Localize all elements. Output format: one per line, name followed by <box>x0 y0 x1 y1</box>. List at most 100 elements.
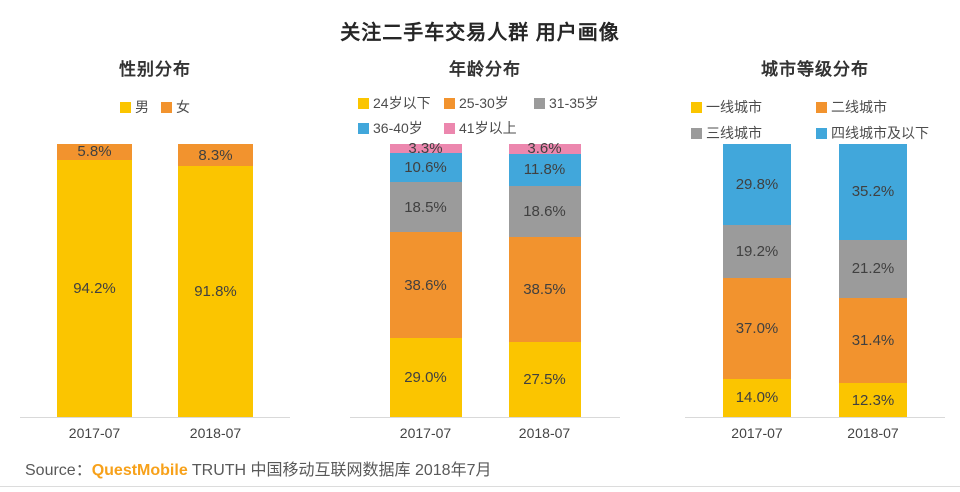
bar-stack: 3.6% 11.8% 18.6% 38.5% 27.5% <box>508 140 581 417</box>
legend-item-41岁以上: 41岁以上 <box>444 118 534 138</box>
x-axis-label: 2017-07 <box>731 425 783 441</box>
plot-area-city: 29.8% 19.2% 37.0% 14.0% 2017-07 35.2% 21.2% 31.… <box>685 143 945 441</box>
legend-label: 男 <box>135 99 149 115</box>
source-label: Source： <box>25 462 92 479</box>
plot-area-age: 3.3% 10.6% 18.5% 38.6% 29.0% 2017-07 3.6% 11.8%… <box>350 140 620 441</box>
bar-segment-label: 18.5% <box>404 198 447 216</box>
chart-panel-age: 年龄分布 24岁以下 25-30岁 31-35岁 36-40岁 41岁以上 3.3% 10… <box>350 55 620 455</box>
bar-segment-41岁以上: 3.3% <box>389 140 462 158</box>
bar-segment-36-40岁: 10.6% <box>389 153 462 182</box>
legend-swatch-icon <box>691 127 702 139</box>
x-axis-label: 2018-07 <box>189 425 242 441</box>
bar-segment-男: 91.8% <box>178 166 253 417</box>
legend-label: 24岁以下 <box>373 95 431 111</box>
legend-swatch-icon <box>816 127 827 139</box>
bar-segment-label: 27.5% <box>523 370 566 388</box>
legend-label: 36-40岁 <box>373 120 423 136</box>
legend-item-24岁以下: 24岁以下 <box>358 93 444 113</box>
bar-column-2018-07: 8.3% 91.8% 2018-07 <box>178 143 253 441</box>
legend-item-一线城市: 一线城市 <box>691 97 816 117</box>
bar-segment-label: 29.8% <box>735 176 779 194</box>
chart-panel-gender: 性别分布 男女 5.8% 94.2% 2017-07 8.3% 91.8% 2018-07 <box>20 55 290 455</box>
legend-label: 女 <box>176 99 190 115</box>
legend-item-女: 女 <box>161 97 190 117</box>
bar-segment-label: 35.2% <box>851 183 895 201</box>
bar-stack: 35.2% 21.2% 31.4% 12.3% <box>839 143 907 417</box>
bar-segment-label: 37.0% <box>735 319 779 337</box>
legend-city: 一线城市 二线城市三线城市 四线城市及以下 <box>685 97 945 143</box>
legend-label: 25-30岁 <box>459 95 509 111</box>
legend-item-三线城市: 三线城市 <box>691 123 816 143</box>
legend-swatch-icon <box>444 122 455 134</box>
bar-column-2018-07: 35.2% 21.2% 31.4% 12.3% 2018-07 <box>839 143 907 441</box>
bar-segment-label: 11.8% <box>523 161 566 179</box>
legend-swatch-icon <box>161 101 172 113</box>
chart-title-age: 年龄分布 <box>449 60 521 79</box>
bar-segment-三线城市: 21.2% <box>839 239 907 298</box>
chart-title-city: 城市等级分布 <box>761 60 869 79</box>
legend-item-四线城市及以下: 四线城市及以下 <box>816 123 946 143</box>
bar-segment-二线城市: 37.0% <box>723 277 791 379</box>
bar-segment-label: 3.6% <box>527 140 562 158</box>
bar-segment-label: 8.3% <box>198 146 233 164</box>
bar-segment-label: 21.2% <box>851 260 895 278</box>
x-axis-label: 2017-07 <box>399 425 452 441</box>
bar-segment-25-30岁: 38.5% <box>508 236 581 342</box>
bar-segment-31-35岁: 18.5% <box>389 181 462 233</box>
bar-segment-label: 38.6% <box>404 276 447 294</box>
bar-segment-label: 3.3% <box>408 140 443 158</box>
bar-column-2018-07: 3.6% 11.8% 18.6% 38.5% 27.5% 2018-07 <box>508 140 581 441</box>
legend-item-25-30岁: 25-30岁 <box>444 93 534 113</box>
source-brand: QuestMobile <box>91 462 188 479</box>
bottom-divider <box>0 486 960 487</box>
bar-segment-一线城市: 12.3% <box>839 383 907 417</box>
bar-segment-label: 31.4% <box>851 332 895 350</box>
plot-area-gender: 5.8% 94.2% 2017-07 8.3% 91.8% 2018-07 <box>20 143 290 441</box>
bar-segment-女: 8.3% <box>178 143 253 167</box>
legend-swatch-icon <box>816 101 827 113</box>
bar-segment-label: 94.2% <box>73 279 116 297</box>
legend-swatch-icon <box>120 101 131 113</box>
bar-segment-36-40岁: 11.8% <box>508 153 581 187</box>
bar-segment-25-30岁: 38.6% <box>389 232 462 338</box>
legend-item-男: 男 <box>120 97 149 117</box>
bar-segment-label: 5.8% <box>77 143 112 161</box>
bar-segment-一线城市: 14.0% <box>723 378 791 417</box>
bar-segment-三线城市: 19.2% <box>723 225 791 278</box>
legend-age: 24岁以下 25-30岁 31-35岁 36-40岁 41岁以上 <box>350 93 620 138</box>
bar-segment-二线城市: 31.4% <box>839 297 907 384</box>
bar-column-2017-07: 29.8% 19.2% 37.0% 14.0% 2017-07 <box>723 144 791 441</box>
bar-column-2017-07: 5.8% 94.2% 2017-07 <box>57 144 132 441</box>
legend-item-31-35岁: 31-35岁 <box>534 93 618 113</box>
legend-label: 二线城市 <box>831 99 887 115</box>
legend-label: 三线城市 <box>706 125 762 141</box>
legend-swatch-icon <box>358 97 369 109</box>
x-axis-label: 2018-07 <box>518 425 571 441</box>
legend-label: 41岁以上 <box>459 120 517 136</box>
source-line: Source：QuestMobile TRUTH 中国移动互联网数据库 2018… <box>25 456 491 480</box>
legend-item-二线城市: 二线城市 <box>816 97 946 117</box>
chart-panel-city: 城市等级分布 一线城市 二线城市三线城市 四线城市及以下 29.8% 19.2% 37.… <box>685 55 945 455</box>
bar-segment-四线城市及以下: 29.8% <box>723 144 791 226</box>
legend-item-36-40岁: 36-40岁 <box>358 118 444 138</box>
bar-segment-label: 38.5% <box>523 280 566 298</box>
legend-swatch-icon <box>444 97 455 109</box>
x-axis-label: 2017-07 <box>68 425 121 441</box>
legend-swatch-icon <box>691 101 702 113</box>
chart-title-gender: 性别分布 <box>119 60 191 79</box>
bar-segment-label: 91.8% <box>194 283 237 301</box>
bar-segment-label: 12.3% <box>851 391 895 409</box>
bar-stack: 29.8% 19.2% 37.0% 14.0% <box>723 144 791 417</box>
bar-segment-女: 5.8% <box>57 144 132 160</box>
bar-segment-label: 14.0% <box>735 389 779 407</box>
bar-segment-四线城市及以下: 35.2% <box>839 143 907 240</box>
legend-gender: 男女 <box>20 97 290 117</box>
bar-segment-男: 94.2% <box>57 159 132 417</box>
bar-segment-label: 10.6% <box>404 158 447 176</box>
bar-segment-label: 18.6% <box>523 202 566 220</box>
source-rest: TRUTH 中国移动互联网数据库 2018年7月 <box>187 462 492 479</box>
bar-stack: 3.3% 10.6% 18.5% 38.6% 29.0% <box>389 140 462 417</box>
bar-segment-24岁以下: 29.0% <box>389 337 462 417</box>
bar-segment-41岁以上: 3.6% <box>508 140 581 158</box>
legend-label: 31-35岁 <box>549 95 599 111</box>
